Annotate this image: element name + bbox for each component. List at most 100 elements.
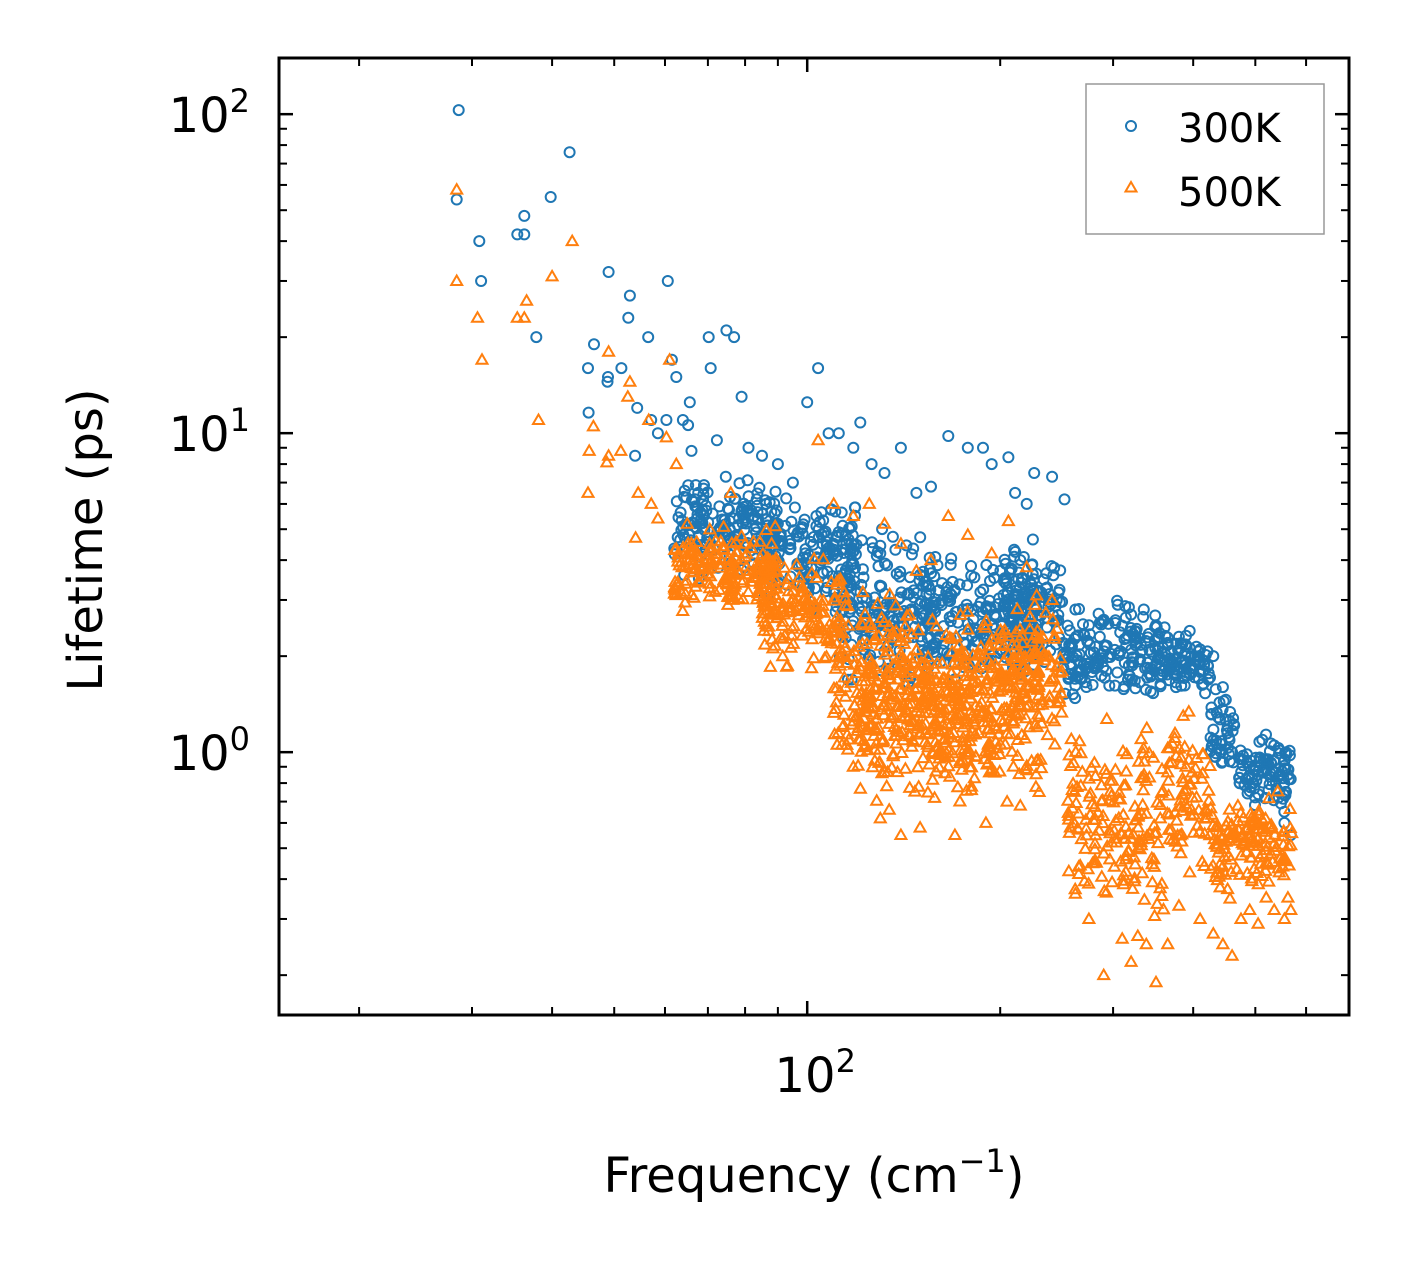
- data-point-500k: [1230, 798, 1246, 811]
- data-point-300k: [615, 362, 628, 375]
- data-point-500k: [879, 639, 894, 652]
- data-point-500k: [1173, 750, 1189, 763]
- data-point-300k: [739, 514, 751, 527]
- data-point-500k: [1212, 841, 1228, 855]
- data-point-500k: [1075, 764, 1090, 777]
- data-point-500k: [1148, 974, 1164, 988]
- data-point-500k: [724, 588, 740, 601]
- data-point-500k: [1170, 839, 1185, 852]
- data-point-500k: [1276, 837, 1291, 850]
- data-point-300k: [1069, 692, 1082, 705]
- data-point-500k: [1119, 746, 1134, 760]
- data-point-500k: [944, 676, 960, 690]
- data-point-500k: [768, 554, 784, 568]
- data-point-300k: [1061, 619, 1074, 632]
- data-point-500k: [968, 698, 983, 711]
- data-point-500k: [918, 716, 933, 729]
- data-point-500k: [1087, 852, 1103, 866]
- data-point-300k: [582, 406, 595, 419]
- data-point-500k: [930, 656, 945, 669]
- data-point-500k: [1019, 758, 1035, 771]
- data-point-500k: [630, 485, 646, 498]
- data-point-300k: [544, 191, 557, 203]
- data-point-500k: [976, 646, 992, 660]
- legend-marker-300k: [1125, 120, 1137, 132]
- data-point-300k: [582, 362, 594, 375]
- data-point-300k: [1013, 582, 1026, 595]
- data-point-300k: [1137, 603, 1150, 616]
- data-point-500k: [1202, 758, 1218, 771]
- data-point-500k: [1150, 795, 1165, 808]
- data-point-500k: [544, 268, 560, 282]
- data-point-500k: [1276, 850, 1291, 863]
- data-point-500k: [948, 628, 964, 642]
- data-point-300k: [1209, 683, 1222, 696]
- data-point-500k: [1272, 864, 1287, 878]
- data-point-300k: [886, 530, 899, 543]
- data-point-300k: [1161, 631, 1174, 644]
- data-point-300k: [944, 558, 957, 571]
- data-point-300k: [1190, 654, 1203, 667]
- data-point-300k: [944, 595, 957, 608]
- data-point-500k: [1065, 782, 1080, 795]
- data-point-500k: [564, 233, 580, 247]
- data-point-300k: [1142, 627, 1155, 640]
- data-point-500k: [996, 638, 1012, 651]
- data-point-500k: [763, 659, 778, 672]
- data-point-500k: [1004, 744, 1020, 757]
- data-point-500k: [923, 552, 939, 566]
- data-point-500k: [1077, 873, 1092, 887]
- data-point-500k: [1031, 677, 1047, 691]
- data-point-500k: [1065, 800, 1080, 814]
- data-point-500k: [984, 632, 1000, 645]
- data-point-300k: [1118, 680, 1131, 693]
- data-point-500k: [1261, 830, 1276, 843]
- data-point-500k: [784, 600, 800, 613]
- data-point-500k: [967, 770, 982, 784]
- data-point-500k: [1071, 822, 1086, 835]
- data-point-300k: [786, 476, 799, 489]
- data-point-300k: [1069, 603, 1082, 616]
- data-point-300k: [1150, 619, 1162, 632]
- data-point-300k: [1149, 609, 1162, 622]
- data-point-500k: [1006, 661, 1022, 675]
- data-point-500k: [819, 649, 834, 662]
- data-point-500k: [981, 735, 997, 748]
- data-point-500k: [768, 587, 783, 601]
- data-point-500k: [923, 698, 938, 711]
- data-point-500k: [837, 670, 852, 683]
- data-point-300k: [773, 538, 786, 551]
- data-point-500k: [1083, 807, 1098, 820]
- data-point-300k: [813, 515, 826, 528]
- data-point-500k: [838, 689, 853, 702]
- data-point-500k: [1182, 864, 1197, 878]
- data-point-500k: [841, 618, 856, 631]
- data-point-500k: [897, 619, 913, 632]
- data-point-500k: [1081, 876, 1096, 889]
- data-point-300k: [889, 543, 902, 556]
- data-point-500k: [1161, 788, 1176, 801]
- data-point-500k: [677, 595, 693, 608]
- data-point-300k: [1272, 791, 1285, 804]
- data-point-300k: [948, 585, 961, 597]
- data-point-300k: [977, 583, 990, 596]
- data-point-300k: [1111, 598, 1124, 611]
- data-point-500k: [821, 633, 836, 647]
- data-point-500k: [775, 648, 790, 662]
- data-point-500k: [906, 713, 921, 726]
- data-point-500k: [1244, 873, 1260, 887]
- data-point-500k: [1154, 761, 1170, 775]
- data-point-500k: [1113, 825, 1129, 839]
- data-point-500k: [1118, 864, 1134, 877]
- data-point-500k: [1172, 799, 1188, 812]
- legend-label-300k: 300K: [1178, 106, 1282, 152]
- y-tick-labels: 100 101 102: [169, 82, 250, 782]
- data-point-500k: [1254, 868, 1270, 881]
- data-point-500k: [1173, 845, 1189, 859]
- data-point-300k: [894, 441, 907, 454]
- y-axis-label: Lifetime (ps): [58, 388, 114, 691]
- data-point-500k: [678, 558, 693, 571]
- data-point-500k: [1250, 916, 1266, 929]
- data-point-500k: [1127, 870, 1142, 884]
- data-point-500k: [1097, 883, 1112, 897]
